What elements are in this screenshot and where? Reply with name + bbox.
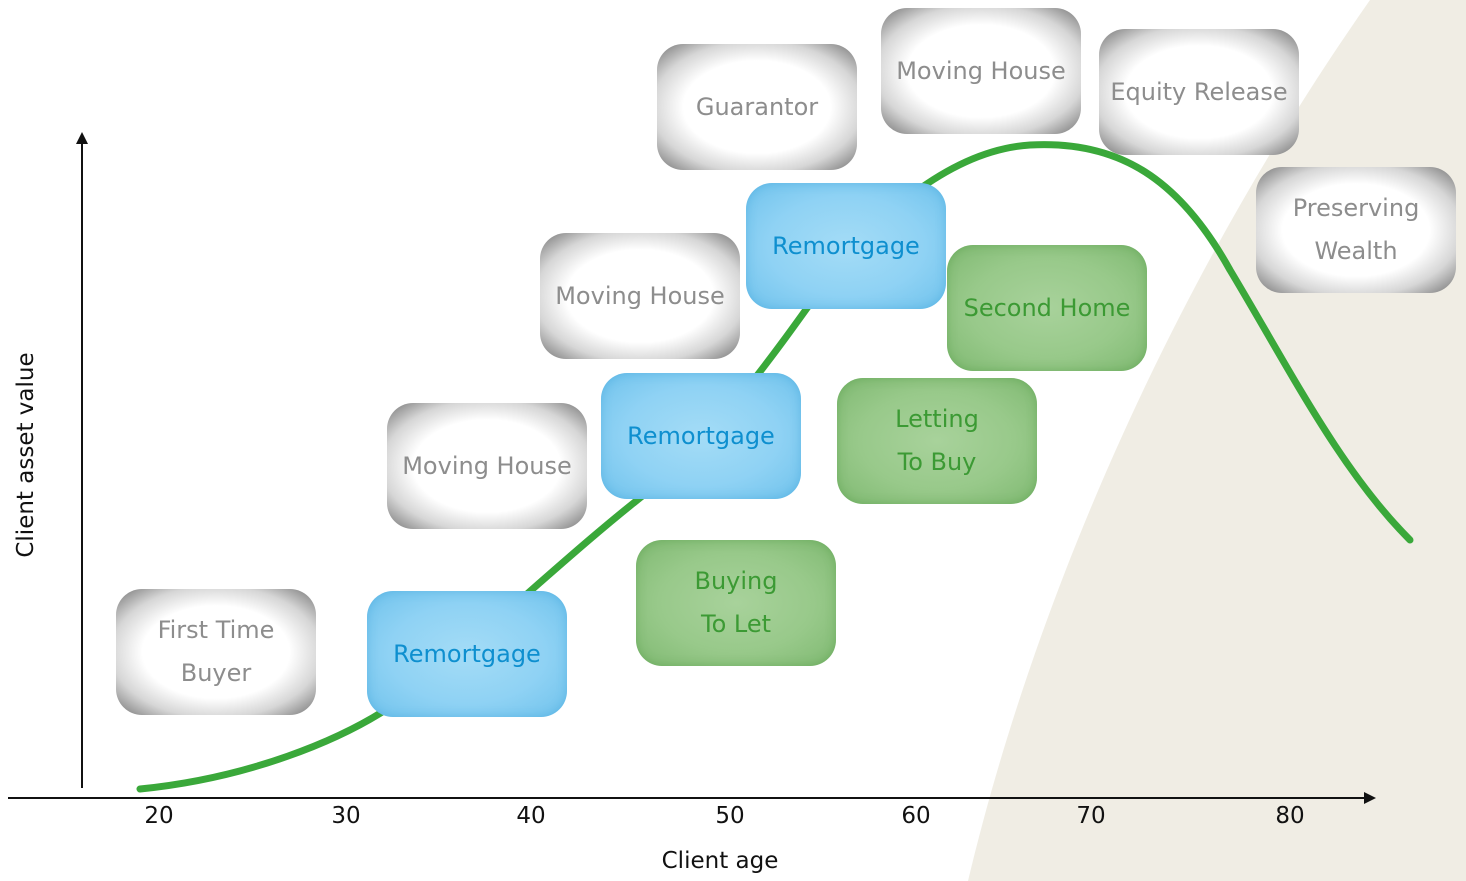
stage-preserving-wealth: Preserving Wealth [1256, 167, 1456, 293]
stage-second-home: Second Home [947, 245, 1147, 371]
x-tick-40: 40 [516, 803, 546, 829]
stage-first-time-buyer: First Time Buyer [116, 589, 316, 715]
x-tick-30: 30 [331, 803, 361, 829]
stage-moving-house-2: Moving House [540, 233, 740, 359]
x-tick-20: 20 [144, 803, 174, 829]
stage-guarantor: Guarantor [657, 44, 857, 170]
stage-remortgage-1: Remortgage [367, 591, 567, 717]
x-tick-50: 50 [715, 803, 745, 829]
x-axis-title: Client age [661, 848, 779, 874]
stage-moving-house-1: Moving House [387, 403, 587, 529]
stage-remortgage-3: Remortgage [746, 183, 946, 309]
stage-moving-house-3: Moving House [881, 8, 1081, 134]
stage-buying-to-let: Buying To Let [636, 540, 836, 666]
stage-remortgage-2: Remortgage [601, 373, 801, 499]
stage-letting-to-buy: Letting To Buy [837, 378, 1037, 504]
x-tick-60: 60 [901, 803, 931, 829]
x-tick-70: 70 [1076, 803, 1106, 829]
stage-equity-release: Equity Release [1099, 29, 1299, 155]
x-tick-80: 80 [1275, 803, 1305, 829]
y-axis-title: Client asset value [13, 352, 39, 558]
